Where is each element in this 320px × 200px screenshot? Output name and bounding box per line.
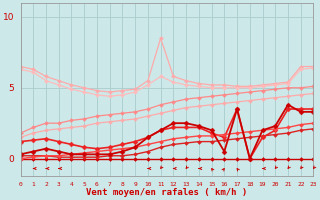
X-axis label: Vent moyen/en rafales ( km/h ): Vent moyen/en rafales ( km/h ): [86, 188, 248, 197]
